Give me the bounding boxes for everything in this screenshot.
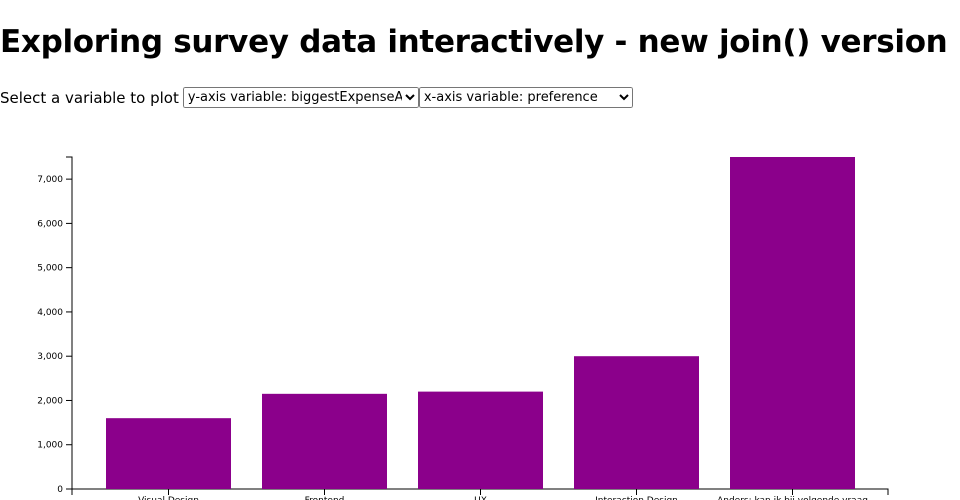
y-tick-label: 4,000: [37, 308, 63, 318]
x-tick-label: Interaction Design: [595, 496, 678, 500]
x-tick-label: Frontend: [305, 496, 345, 500]
x-tick-label: Visual Design: [138, 496, 199, 500]
select-label: Select a variable to plot: [0, 88, 179, 107]
y-tick-label: 6,000: [37, 219, 63, 229]
controls: Select a variable to plot y-axis variabl…: [0, 87, 633, 108]
y-tick-label: 7,000: [37, 175, 63, 185]
y-tick-label: 1,000: [37, 441, 63, 451]
y-variable-select[interactable]: y-axis variable: biggestExpenseAvg: [182, 87, 419, 108]
bar: [106, 418, 231, 489]
bar: [574, 356, 699, 489]
bar: [730, 157, 855, 489]
y-tick-label: 5,000: [37, 264, 63, 274]
y-tick-label: 0: [57, 485, 63, 495]
bar: [418, 391, 543, 489]
x-tick-label: UX: [474, 496, 487, 500]
x-variable-select[interactable]: x-axis variable: preference: [418, 87, 633, 108]
bar: [262, 393, 387, 489]
page-title: Exploring survey data interactively - ne…: [0, 24, 948, 60]
y-axis-line: [66, 156, 73, 490]
y-tick-label: 2,000: [37, 396, 63, 406]
x-tick-label: Anders: kan ik bij volgende vraag: [717, 496, 868, 500]
y-tick-label: 3,000: [37, 352, 63, 362]
